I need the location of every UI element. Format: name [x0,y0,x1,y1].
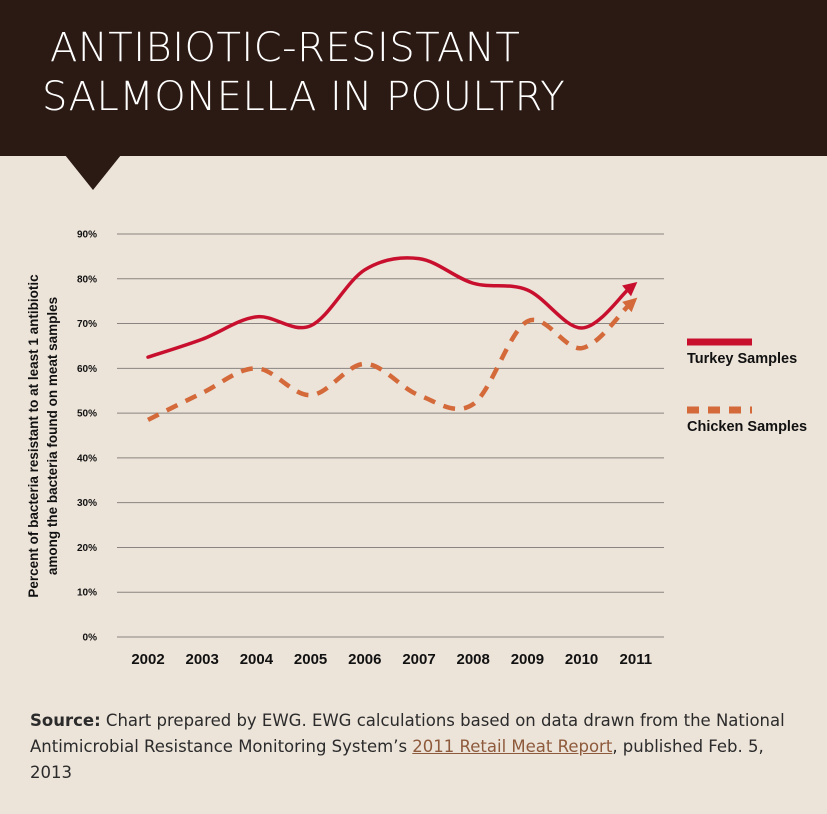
y-tick-label: 0% [83,633,98,644]
x-tick-label: 2005 [294,651,327,668]
y-tick-label: 30% [77,498,97,509]
x-tick-label: 2011 [620,651,653,668]
chicken-series-line [147,303,631,422]
turkey-arrow-head [622,281,638,297]
source-text: Chart prepared by EWG. EWG calculations … [30,711,785,756]
turkey-series-line [146,256,630,359]
source-label: Source: [30,711,101,730]
title-banner: ANTIBIOTIC-RESISTANT SALMONELLA IN POULT… [0,0,827,156]
x-tick-label: 2002 [131,651,164,668]
x-tick-label: 2004 [240,651,274,668]
y-tick-label: 20% [77,543,97,554]
y-axis-label-line-2: among the bacteria found on meat samples [45,297,60,575]
y-tick-label: 10% [77,588,97,599]
y-tick-label: 40% [77,453,97,464]
x-tick-label: 2008 [457,651,490,668]
line-chart: 0% 10% 20% 30% 40% 50% 60% 70% 80% 90% 2002 2003 200… [26,230,807,669]
y-tick-label: 70% [77,319,97,330]
source-note: Source: Chart prepared by EWG. EWG calcu… [30,708,810,786]
y-tick-label: 80% [77,274,97,285]
chicken-arrow-head [622,297,638,313]
x-tick-label: 2010 [565,651,598,668]
x-tick-label: 2003 [186,651,219,668]
y-tick-label: 50% [77,409,97,420]
y-tick-label: 90% [77,230,97,241]
y-axis-label-line-1: Percent of bacteria resistant to at leas… [26,274,41,598]
legend-chicken-label: Chicken Samples [687,419,807,435]
source-text-end: , published Feb. 5, 2013 [30,737,764,782]
x-tick-label: 2009 [511,651,544,668]
y-tick-label: 60% [77,364,97,375]
report-link[interactable]: 2011 Retail Meat Report [412,737,613,756]
banner-pointer [65,155,121,190]
legend-turkey-label: Turkey Samples [687,351,797,367]
x-tick-label: 2006 [348,651,381,668]
page-title-line-2: SALMONELLA IN POULTRY [42,74,566,120]
x-tick-label: 2007 [402,651,435,668]
page-title-line-1: ANTIBIOTIC-RESISTANT [50,25,521,71]
